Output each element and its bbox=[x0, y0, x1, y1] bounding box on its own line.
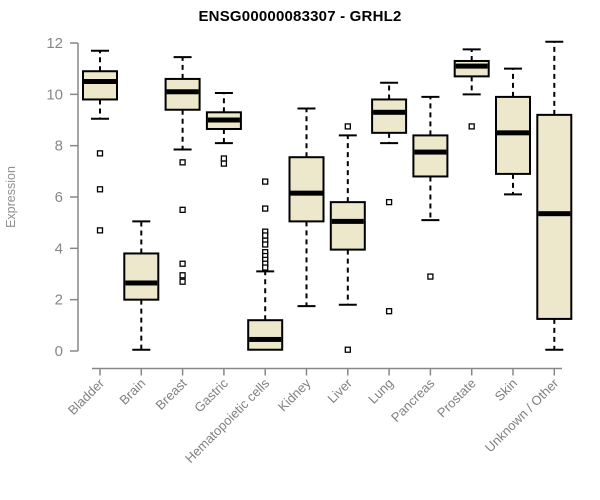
median-line bbox=[84, 79, 116, 84]
outlier-point bbox=[179, 206, 186, 213]
outlier-point bbox=[179, 159, 186, 166]
median-line bbox=[455, 63, 488, 69]
outlier-point bbox=[220, 160, 228, 167]
outlier-point bbox=[262, 205, 269, 212]
y-tick-label: 8 bbox=[55, 138, 63, 155]
box bbox=[453, 59, 490, 78]
median-line bbox=[290, 190, 323, 196]
x-tick-label: Prostate bbox=[434, 376, 479, 421]
y-tick-label: 12 bbox=[46, 35, 63, 52]
box bbox=[123, 252, 160, 301]
x-tick-label: Skin bbox=[492, 376, 520, 404]
chart-title: ENSG00000083307 - GRHL2 bbox=[198, 8, 402, 25]
x-tick-label: Breast bbox=[153, 375, 190, 412]
median-line bbox=[207, 117, 240, 123]
outlier-point bbox=[344, 123, 351, 130]
outlier-point bbox=[427, 273, 434, 280]
outlier-point bbox=[262, 264, 269, 271]
outlier-point bbox=[385, 198, 393, 206]
box bbox=[82, 70, 118, 101]
outlier-point bbox=[262, 241, 269, 248]
box bbox=[247, 319, 284, 351]
box bbox=[412, 134, 449, 178]
box bbox=[495, 95, 531, 175]
y-tick-label: 10 bbox=[46, 86, 63, 103]
median-line bbox=[538, 211, 571, 217]
median-line bbox=[166, 89, 199, 95]
outlier-point bbox=[385, 308, 393, 315]
y-tick-label: 2 bbox=[55, 292, 63, 309]
outlier-point bbox=[179, 278, 186, 285]
x-tick-label: Gastric bbox=[191, 375, 231, 415]
outlier-point bbox=[220, 155, 228, 162]
x-tick-label: Liver bbox=[324, 375, 355, 406]
outlier-point bbox=[179, 272, 186, 279]
median-line bbox=[249, 336, 282, 342]
box bbox=[329, 201, 366, 251]
x-tick-label: Unknown / Other bbox=[482, 375, 562, 455]
y-tick-label: 6 bbox=[55, 189, 63, 206]
outlier-point bbox=[179, 260, 186, 267]
box bbox=[536, 113, 573, 320]
box bbox=[371, 98, 408, 134]
median-line bbox=[497, 130, 529, 136]
median-line bbox=[125, 280, 158, 286]
median-line bbox=[373, 109, 406, 115]
x-tick-label: Kidney bbox=[275, 375, 314, 414]
outlier-point bbox=[96, 227, 104, 234]
y-tick-label: 4 bbox=[55, 240, 63, 257]
outlier-point bbox=[96, 150, 104, 157]
outlier-point bbox=[344, 346, 351, 353]
box bbox=[164, 77, 201, 111]
outlier-point bbox=[96, 186, 104, 193]
y-tick-label: 0 bbox=[55, 343, 63, 360]
outlier-point bbox=[262, 178, 269, 185]
x-tick-label: Bladder bbox=[65, 375, 108, 418]
box bbox=[288, 156, 325, 223]
x-tick-label: Lung bbox=[365, 376, 396, 407]
x-tick-label: Brain bbox=[116, 376, 148, 408]
median-line bbox=[331, 218, 364, 224]
x-tick-label: Pancreas bbox=[388, 375, 438, 425]
outlier-point bbox=[262, 232, 269, 239]
outlier-point bbox=[468, 123, 475, 130]
median-line bbox=[414, 149, 447, 155]
